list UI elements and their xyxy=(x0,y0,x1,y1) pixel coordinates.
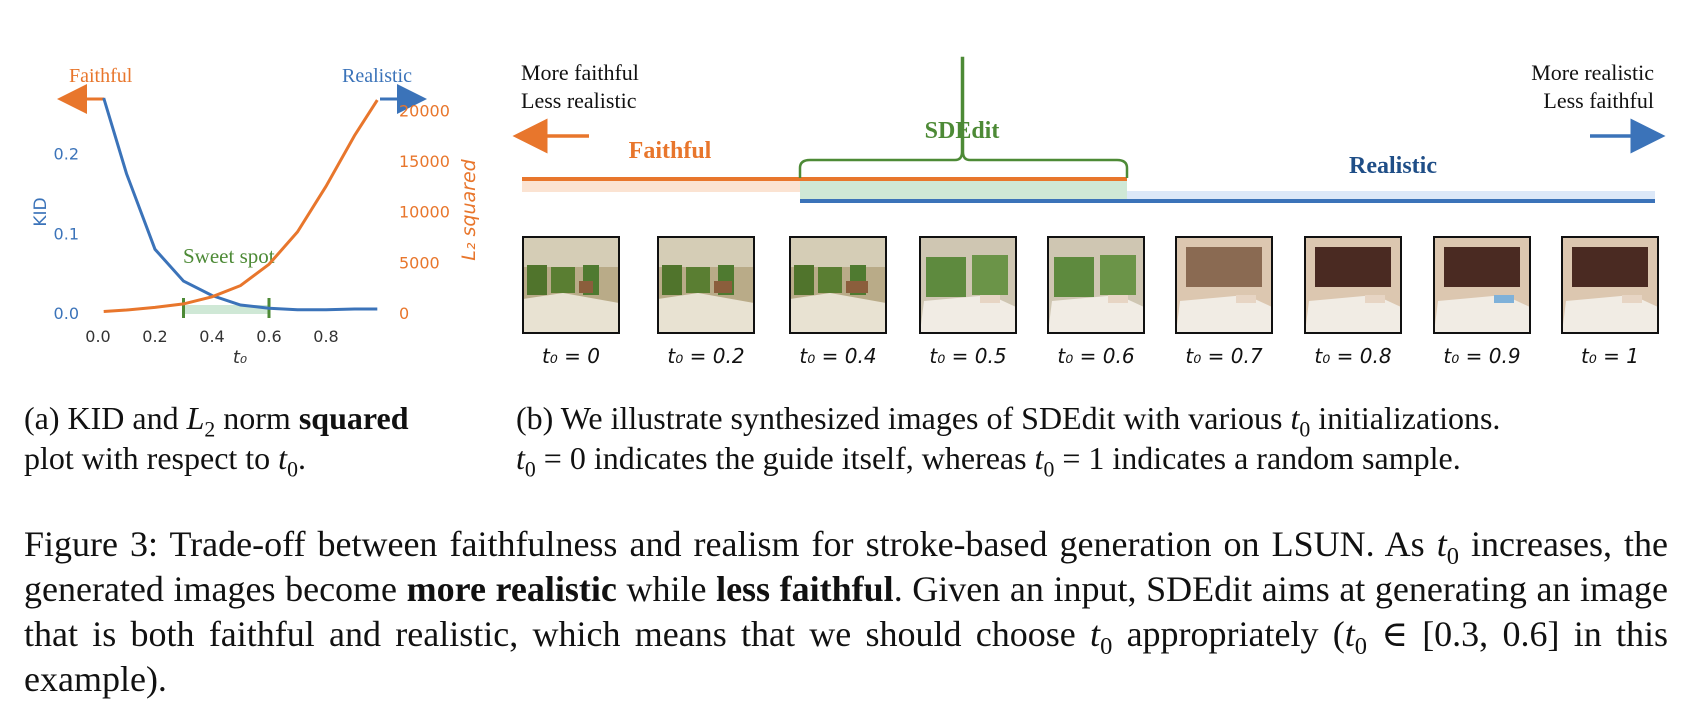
thumbnail-row: t₀ = 0 t₀ = 0.2 t₀ = 0.4 t₀ = 0.5 t₀ = 0.6 t₀… xyxy=(522,236,1659,368)
y2-tick-label: 0 xyxy=(399,304,409,323)
y2-tick-label: 15000 xyxy=(399,152,450,171)
y-tick-label: 0.2 xyxy=(54,145,79,164)
y2-tick-labels: 0 5000 10000 15000 20000 xyxy=(399,101,450,323)
y-tick-label: 0.1 xyxy=(54,224,79,243)
thumbnail-label: t₀ = 0.2 xyxy=(667,344,744,368)
y2-tick-label: 10000 xyxy=(399,203,450,222)
y2-tick-label: 5000 xyxy=(399,253,440,272)
x-tick-label: 0.6 xyxy=(256,327,281,346)
y-tick-label: 0.0 xyxy=(54,304,79,323)
thumbnail-label: t₀ = 0.8 xyxy=(1314,344,1391,368)
thumbnail-image xyxy=(1047,236,1145,334)
sweet-spot-label: Sweet spot xyxy=(183,244,275,268)
faithful-label: Faithful xyxy=(69,65,133,87)
thumbnail-image xyxy=(919,236,1017,334)
thumbnail-image xyxy=(1304,236,1402,334)
x-tick-label: 0.2 xyxy=(142,327,167,346)
thumbnail-image xyxy=(789,236,887,334)
less-faithful-text: Less faithful xyxy=(1543,88,1654,113)
y2-axis-label: L₂ squared xyxy=(458,158,480,260)
x-tick-label: 0.8 xyxy=(313,327,338,346)
figure-caption: Figure 3: Trade-off between faithfulness… xyxy=(24,524,1669,699)
sweet-spot-band xyxy=(183,305,269,314)
panel-b-spectrum: More faithful Less realistic More realis… xyxy=(512,56,1666,368)
thumbnail-label: t₀ = 0.4 xyxy=(799,344,876,368)
thumbnail-image xyxy=(522,236,620,334)
panel-a-caption: (a) KID and L2 norm squared plot with re… xyxy=(24,400,409,482)
thumbnail-image xyxy=(1561,236,1659,334)
thumbnail-label: t₀ = 0.7 xyxy=(1185,344,1262,368)
l2-symbol: L xyxy=(186,400,205,436)
thumbnail-label: t₀ = 0.6 xyxy=(1057,344,1134,368)
more-realistic-text: More realistic xyxy=(1531,60,1654,85)
realistic-label: Realistic xyxy=(342,65,412,87)
sweet-band-b xyxy=(800,180,1127,200)
y2-tick-label: 20000 xyxy=(399,101,450,120)
x-tick-label: 0.4 xyxy=(199,327,224,346)
kid-series-line xyxy=(102,97,378,312)
thumbnail-image xyxy=(1175,236,1273,334)
x-tick-labels: 0.0 0.2 0.4 0.6 0.8 xyxy=(85,327,338,346)
panel-a-chart: Faithful Realistic Sweet spot 0.0 0.2 0.4 0… xyxy=(31,65,480,368)
realistic-band xyxy=(1127,191,1655,202)
sdedit-brace xyxy=(798,56,1129,178)
realistic-region-label: Realistic xyxy=(1349,153,1437,179)
l2-series-line xyxy=(103,99,379,313)
y-axis-label: KID xyxy=(31,197,51,226)
thumbnail-label: t₀ = 0.9 xyxy=(1443,344,1520,368)
y-tick-labels: 0.0 0.1 0.2 xyxy=(54,145,79,323)
thumbnail-label: t₀ = 0 xyxy=(542,344,600,368)
less-realistic-text: Less realistic xyxy=(521,88,637,113)
faithful-band xyxy=(522,180,800,192)
x-axis-label: t₀ xyxy=(233,347,247,368)
panel-b-caption: (b) We illustrate synthesized images of … xyxy=(516,400,1501,482)
faithful-region-label: Faithful xyxy=(629,138,712,164)
x-tick-label: 0.0 xyxy=(85,327,110,346)
more-faithful-text: More faithful xyxy=(521,60,639,85)
thumbnail-image xyxy=(657,236,755,334)
thumbnail-label: t₀ = 1 xyxy=(1581,344,1639,368)
thumbnail-image xyxy=(1433,236,1531,334)
thumbnail-label: t₀ = 0.5 xyxy=(929,344,1006,368)
